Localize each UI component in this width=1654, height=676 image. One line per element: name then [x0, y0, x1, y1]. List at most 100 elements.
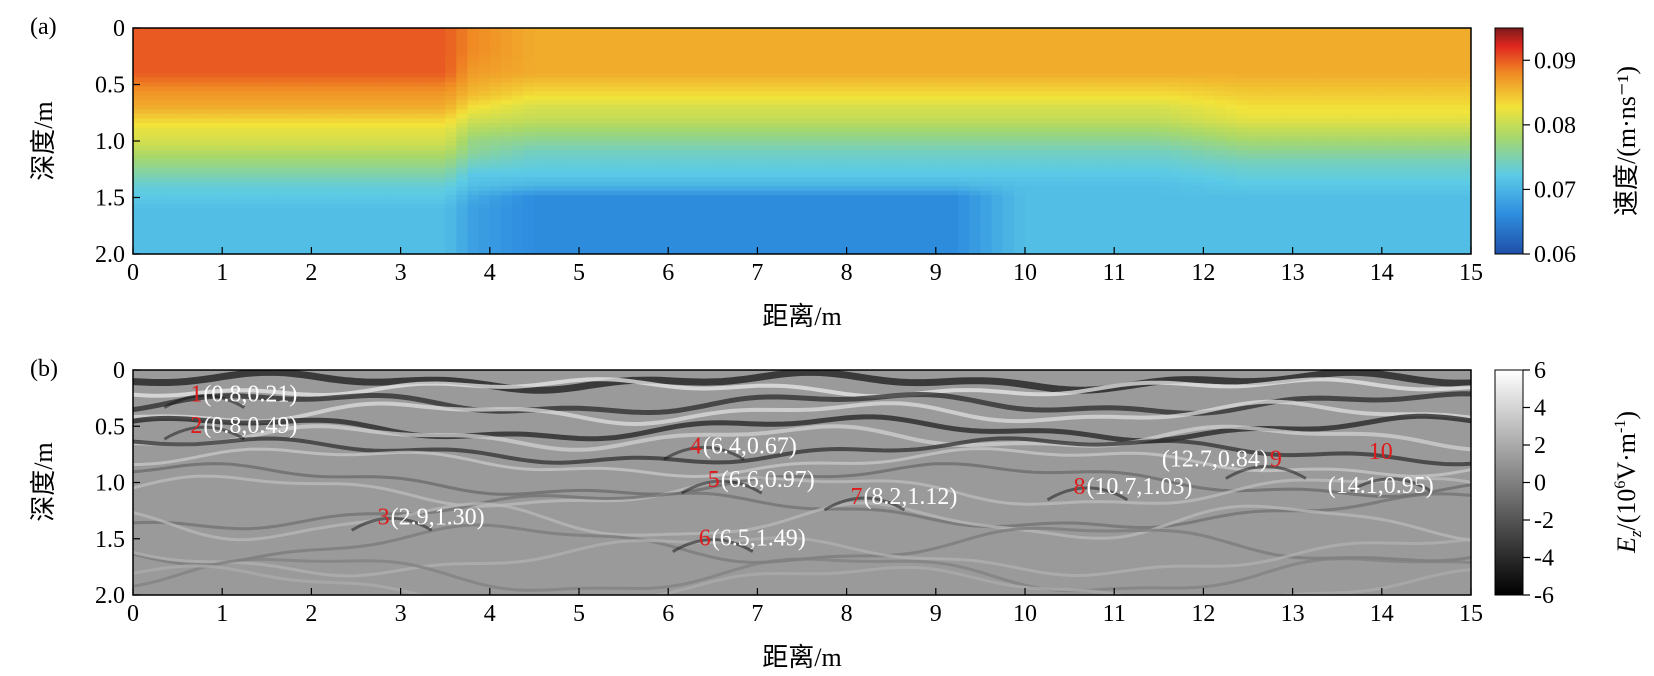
- velocity-cell: [824, 28, 837, 34]
- velocity-cell: [166, 163, 179, 169]
- velocity-cell: [211, 55, 223, 61]
- velocity-cell: [980, 41, 993, 47]
- velocity-cell: [188, 172, 201, 178]
- velocity-cell: [534, 154, 547, 160]
- velocity-cell: [1192, 41, 1204, 47]
- velocity-cell: [1002, 235, 1015, 242]
- velocity-cell: [1069, 150, 1082, 156]
- velocity-cell: [289, 86, 301, 92]
- velocity-cell: [1069, 231, 1082, 237]
- velocity-cell: [333, 244, 346, 251]
- velocity-cell: [1069, 41, 1082, 47]
- velocity-cell: [389, 159, 402, 165]
- velocity-cell: [991, 240, 1004, 246]
- velocity-cell: [523, 163, 535, 169]
- velocity-cell: [1236, 131, 1249, 138]
- velocity-cell: [523, 122, 535, 129]
- velocity-cell: [880, 213, 892, 219]
- velocity-cell: [512, 136, 524, 142]
- velocity-cell: [623, 64, 636, 70]
- velocity-cell: [824, 217, 837, 223]
- velocity-cell: [277, 204, 290, 210]
- velocity-cell: [1058, 118, 1071, 124]
- velocity-cell: [567, 28, 580, 34]
- velocity-cell: [880, 41, 892, 47]
- velocity-cell: [679, 131, 692, 138]
- velocity-cell: [746, 37, 758, 43]
- velocity-cell: [880, 249, 892, 254]
- velocity-cell: [322, 91, 335, 97]
- velocity-cell: [500, 46, 513, 52]
- velocity-cell: [980, 28, 993, 34]
- velocity-cell: [445, 168, 457, 174]
- velocity-cell: [534, 55, 547, 61]
- velocity-cell: [1114, 177, 1126, 183]
- velocity-cell: [500, 204, 513, 210]
- velocity-cell: [467, 231, 480, 237]
- velocity-cell: [1147, 208, 1160, 214]
- velocity-cell: [980, 73, 993, 79]
- velocity-cell: [868, 118, 881, 124]
- velocity-cell: [500, 109, 513, 115]
- velocity-cell: [701, 109, 714, 115]
- velocity-cell: [1136, 32, 1149, 38]
- velocity-cell: [556, 190, 569, 196]
- velocity-cell: [311, 199, 324, 205]
- velocity-cell: [144, 28, 156, 34]
- velocity-cell: [902, 131, 915, 138]
- velocity-cell: [467, 159, 480, 165]
- velocity-cell: [1036, 95, 1048, 101]
- velocity-cell: [556, 231, 569, 237]
- velocity-cell: [802, 235, 814, 242]
- velocity-cell: [289, 50, 301, 56]
- velocity-cell: [835, 190, 848, 196]
- velocity-cell: [846, 150, 859, 156]
- velocity-cell: [1025, 73, 1037, 79]
- velocity-cell: [155, 127, 168, 133]
- velocity-cell: [266, 77, 279, 83]
- velocity-cell: [701, 177, 714, 183]
- velocity-cell: [166, 204, 179, 210]
- velocity-cell: [1069, 113, 1082, 119]
- velocity-cell: [422, 118, 435, 124]
- velocity-cell: [367, 190, 379, 196]
- velocity-cell: [422, 222, 435, 228]
- velocity-cell: [958, 222, 970, 228]
- velocity-cell: [679, 59, 692, 65]
- velocity-cell: [567, 208, 580, 214]
- velocity-cell: [735, 55, 747, 61]
- velocity-cell: [155, 154, 168, 160]
- velocity-cell: [277, 213, 290, 219]
- velocity-cell: [880, 159, 892, 165]
- velocity-cell: [690, 199, 703, 205]
- velocity-cell: [1125, 41, 1138, 47]
- velocity-cell: [590, 145, 602, 151]
- velocity-cell: [1002, 127, 1015, 133]
- velocity-cell: [400, 190, 413, 196]
- velocity-cell: [211, 208, 223, 214]
- velocity-cell: [1103, 50, 1115, 56]
- velocity-cell: [880, 222, 892, 228]
- velocity-cell: [222, 150, 234, 156]
- velocity-cell: [802, 150, 814, 156]
- velocity-cell: [913, 199, 926, 205]
- velocity-cell: [1214, 235, 1227, 242]
- velocity-cell: [233, 37, 246, 43]
- velocity-cell: [478, 217, 491, 223]
- velocity-cell: [422, 28, 435, 34]
- velocity-cell: [422, 32, 435, 38]
- velocity-cell: [1147, 154, 1160, 160]
- velocity-cell: [980, 122, 993, 129]
- velocity-cell: [746, 240, 758, 246]
- velocity-cell: [668, 235, 680, 242]
- velocity-cell: [612, 59, 625, 65]
- velocity-cell: [211, 91, 223, 97]
- velocity-cell: [1147, 28, 1160, 34]
- velocity-cell: [746, 163, 758, 169]
- velocity-cell: [746, 64, 758, 70]
- velocity-cell: [556, 213, 569, 219]
- velocity-cell: [400, 177, 413, 183]
- velocity-cell: [813, 55, 825, 61]
- velocity-cell: [857, 86, 870, 92]
- velocity-cell: [489, 240, 502, 246]
